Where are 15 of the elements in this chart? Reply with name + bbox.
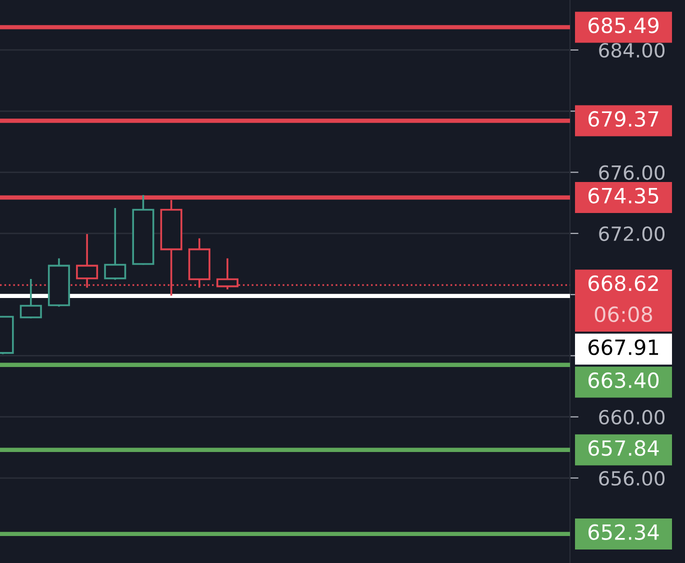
candlestick xyxy=(188,237,210,289)
ref-line-label: 652.34 xyxy=(588,524,659,540)
y-tick-label: 676.00 xyxy=(599,165,665,180)
ref-line-label: 668.62 xyxy=(588,275,658,292)
ref-line-label: 657.84 xyxy=(588,440,659,456)
ref-line-label: 667.91 xyxy=(588,339,658,356)
text: 06:08 xyxy=(594,306,652,322)
y-tick-label: 660.00 xyxy=(599,410,665,425)
ref-line-label: 679.37 xyxy=(588,111,658,127)
y-tick-label: 672.00 xyxy=(599,226,665,242)
ref-line-label: 685.49 xyxy=(588,17,658,34)
y-tick-label: 684.00 xyxy=(599,42,665,58)
ref-line-label: 674.35 xyxy=(588,188,658,204)
y-tick-label: 656.00 xyxy=(599,470,665,486)
ref-line-label: 663.40 xyxy=(588,372,659,388)
